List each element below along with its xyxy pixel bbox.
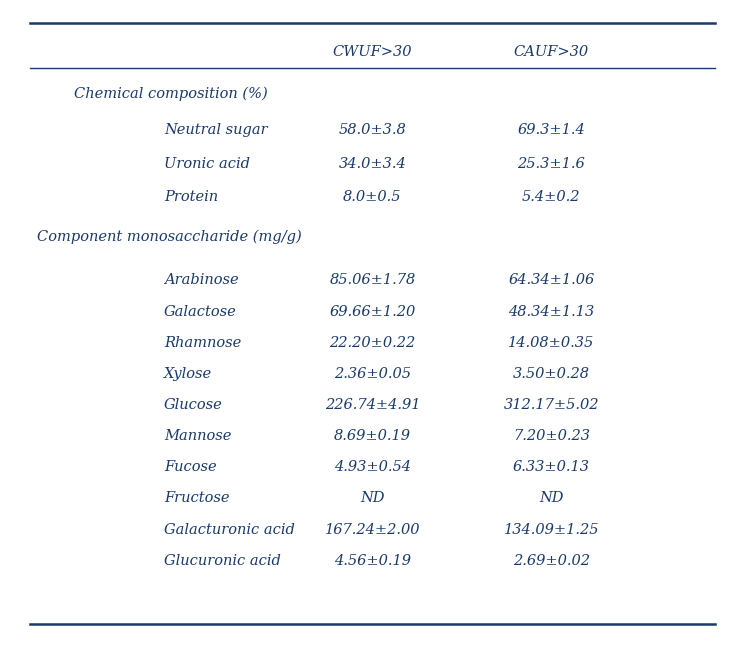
Text: 2.36±0.05: 2.36±0.05 [334, 367, 411, 381]
Text: 58.0±3.8: 58.0±3.8 [339, 123, 406, 137]
Text: Arabinose: Arabinose [164, 273, 238, 288]
Text: Xylose: Xylose [164, 367, 212, 381]
Text: 3.50±0.28: 3.50±0.28 [513, 367, 590, 381]
Text: Fucose: Fucose [164, 460, 217, 474]
Text: Glucose: Glucose [164, 398, 223, 412]
Text: 22.20±0.22: 22.20±0.22 [329, 336, 416, 350]
Text: CAUF>30: CAUF>30 [514, 45, 589, 59]
Text: Galacturonic acid: Galacturonic acid [164, 522, 295, 537]
Text: 8.0±0.5: 8.0±0.5 [343, 190, 402, 204]
Text: 69.66±1.20: 69.66±1.20 [329, 304, 416, 319]
Text: 6.33±0.13: 6.33±0.13 [513, 460, 590, 474]
Text: Chemical composition (%): Chemical composition (%) [74, 87, 268, 101]
Text: Galactose: Galactose [164, 304, 237, 319]
Text: 69.3±1.4: 69.3±1.4 [518, 123, 585, 137]
Text: 312.17±5.02: 312.17±5.02 [504, 398, 599, 412]
Text: 134.09±1.25: 134.09±1.25 [504, 522, 599, 537]
Text: 34.0±3.4: 34.0±3.4 [339, 156, 406, 171]
Text: Neutral sugar: Neutral sugar [164, 123, 267, 137]
Text: 25.3±1.6: 25.3±1.6 [518, 156, 585, 171]
Text: Component monosaccharide (mg/g): Component monosaccharide (mg/g) [37, 230, 302, 244]
Text: Mannose: Mannose [164, 429, 231, 443]
Text: 226.74±4.91: 226.74±4.91 [325, 398, 420, 412]
Text: 4.56±0.19: 4.56±0.19 [334, 554, 411, 568]
Text: 8.69±0.19: 8.69±0.19 [334, 429, 411, 443]
Text: Protein: Protein [164, 190, 218, 204]
Text: 14.08±0.35: 14.08±0.35 [508, 336, 595, 350]
Text: Rhamnose: Rhamnose [164, 336, 241, 350]
Text: ND: ND [539, 491, 563, 506]
Text: 85.06±1.78: 85.06±1.78 [329, 273, 416, 288]
Text: ND: ND [361, 491, 384, 506]
Text: 167.24±2.00: 167.24±2.00 [325, 522, 420, 537]
Text: Glucuronic acid: Glucuronic acid [164, 554, 281, 568]
Text: 4.93±0.54: 4.93±0.54 [334, 460, 411, 474]
Text: 5.4±0.2: 5.4±0.2 [522, 190, 580, 204]
Text: 2.69±0.02: 2.69±0.02 [513, 554, 590, 568]
Text: Uronic acid: Uronic acid [164, 156, 250, 171]
Text: 48.34±1.13: 48.34±1.13 [508, 304, 595, 319]
Text: 64.34±1.06: 64.34±1.06 [508, 273, 595, 288]
Text: 7.20±0.23: 7.20±0.23 [513, 429, 590, 443]
Text: CWUF>30: CWUF>30 [333, 45, 412, 59]
Text: Fructose: Fructose [164, 491, 229, 506]
